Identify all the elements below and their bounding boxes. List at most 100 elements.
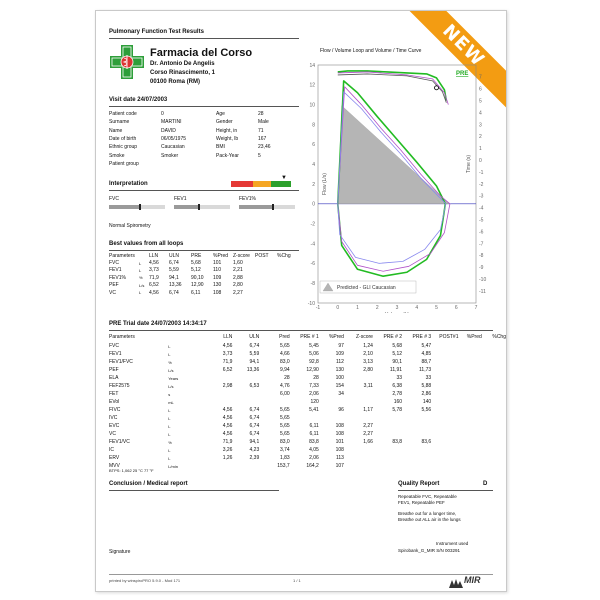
best-cell: 101 xyxy=(213,260,222,267)
trial-cell: mL xyxy=(168,399,174,405)
trial-cell xyxy=(431,350,458,358)
best-cell: 94,1 xyxy=(169,274,179,281)
trial-cell: 13,36 xyxy=(246,367,260,373)
info-value: Caucasian xyxy=(161,144,185,151)
y-tick-label: 2 xyxy=(312,182,315,188)
best-cell: 6,74 xyxy=(169,260,179,267)
x-tick-label: 3 xyxy=(396,305,399,311)
trial-cell: 120 xyxy=(310,399,319,405)
best-cell: 6,52 xyxy=(149,282,159,289)
best-cell: 2,88 xyxy=(233,274,243,281)
instrument-name: Spirobank_G_MIR S/N 003291 xyxy=(398,548,461,553)
interp-bar-fill xyxy=(109,205,140,209)
best-row: VC L 4,56 6,74 6,11 108 2,27 xyxy=(109,289,295,296)
trial-cell: 2,86 xyxy=(421,391,432,397)
legend-box xyxy=(319,280,417,294)
best-cell: 108 xyxy=(213,289,222,296)
best-cell: 5,68 xyxy=(191,260,201,267)
quality-report-heading: Quality Report xyxy=(398,481,440,487)
report-page: NEW Pulmonary Function Test Results Farm… xyxy=(95,10,507,592)
trial-cell xyxy=(458,414,481,422)
trial-cell xyxy=(344,414,373,422)
trial-cell xyxy=(482,350,506,358)
best-cell: 4,56 xyxy=(149,289,159,296)
info-value: MARTINI xyxy=(161,119,182,126)
x-tick-label: 7 xyxy=(475,305,478,311)
trial-row: FIVC L 4,56 6,74 5,65 5,41 96 1,17 5,78 5,56 xyxy=(109,406,506,414)
trial-cell xyxy=(344,446,373,454)
y2-tick-label: 7 xyxy=(479,75,482,81)
interp-bar-fill xyxy=(174,205,200,209)
interp-bar xyxy=(174,204,230,210)
trial-cell xyxy=(431,430,458,438)
y2-tick-label: -9 xyxy=(479,265,484,271)
x-tick-label: 1 xyxy=(356,305,359,311)
interp-bar-marker xyxy=(271,204,274,210)
trial-cell: 97 xyxy=(338,343,344,349)
trial-row: FVC L 4,56 6,74 5,65 5,45 97 1,24 5,68 5,47 xyxy=(109,342,506,350)
trial-cell xyxy=(402,446,431,454)
trial-cell: 2,80 xyxy=(363,367,373,373)
y2-tick-label: -11 xyxy=(479,289,486,295)
instrument-label: Instrument used xyxy=(436,541,469,546)
visit-date-heading: Visit date 24/07/2003 xyxy=(109,97,168,103)
patient-info-row: Gender Male xyxy=(216,118,298,126)
info-label: Patient code xyxy=(109,111,137,118)
trial-cell: 94,1 xyxy=(249,439,260,445)
trial-cell: 164,2 xyxy=(306,463,319,469)
y2-tick-label: -8 xyxy=(479,253,484,259)
best-cell xyxy=(255,259,277,266)
trial-cell: 2,10 xyxy=(363,351,373,357)
best-cell: 71,9 xyxy=(149,274,159,281)
series-line-2 xyxy=(337,86,451,272)
chart-title: Flow / Volume Loop and Volume / Time Cur… xyxy=(320,48,422,54)
trial-cell: 83,8 xyxy=(392,439,403,445)
trial-cell: L xyxy=(168,455,171,461)
trial-cell xyxy=(431,438,458,446)
info-label: Smoke xyxy=(109,152,125,159)
trial-cell: 88,7 xyxy=(421,359,432,365)
patient-info-row: Smoke Smoker xyxy=(109,151,213,159)
trial-cell: PEF xyxy=(109,367,119,373)
quality-advice: Breathe out for a longer time, xyxy=(398,511,457,516)
trial-cell: 5,56 xyxy=(421,407,432,413)
best-cell: L xyxy=(139,260,142,266)
report-title: Pulmonary Function Test Results xyxy=(109,29,204,35)
trial-row: FET s 6,00 2,06 34 2,78 2,86 xyxy=(109,390,506,398)
best-header-row: Parameters LLN ULN PRE %Pred Z-score POST %Chg xyxy=(109,252,295,259)
trial-cell xyxy=(431,358,458,366)
trial-cell xyxy=(431,406,458,414)
interpretation-heading: Interpretation xyxy=(109,181,148,187)
trial-header-cell: LLN xyxy=(223,333,233,340)
series-line-3 xyxy=(337,71,449,105)
trial-cell: 5,65 xyxy=(279,415,290,421)
trial-cell xyxy=(319,398,344,406)
patient-info-row: Age 28 xyxy=(216,110,298,118)
signature-label: Signature xyxy=(109,549,131,555)
trial-header-cell: %Pred xyxy=(328,333,344,340)
trial-cell: 5,78 xyxy=(392,407,403,413)
y-tick-label: 14 xyxy=(309,63,315,69)
best-header-cell: %Chg xyxy=(277,252,291,259)
best-cell xyxy=(277,274,295,281)
trial-cell xyxy=(482,366,506,374)
patient-info-row: Height, in 71 xyxy=(216,127,298,135)
trial-cell xyxy=(431,382,458,390)
x-tick-label: 4 xyxy=(415,305,418,311)
y-tick-label: 6 xyxy=(312,142,315,148)
trial-cell xyxy=(458,422,481,430)
info-label: Pack-Year xyxy=(216,152,239,159)
trial-header-cell: PRE # 2 xyxy=(383,333,403,340)
trial-cell xyxy=(431,454,458,462)
best-cell: 5,59 xyxy=(169,267,179,274)
trial-cell: 4,23 xyxy=(249,447,260,453)
trial-cell: FIVC xyxy=(109,407,121,413)
trial-cell: L xyxy=(168,343,171,349)
best-cell xyxy=(277,259,295,266)
patient-info-row: BMI 23,46 xyxy=(216,143,298,151)
patient-info-row: Patient group xyxy=(109,160,213,168)
x-tick-label: 2 xyxy=(376,305,379,311)
patient-info-row: Name DAVID xyxy=(109,127,213,135)
trial-row: IC L 3,26 4,23 3,74 4,05 108 xyxy=(109,446,506,454)
trial-cell: 3,11 xyxy=(363,383,373,389)
